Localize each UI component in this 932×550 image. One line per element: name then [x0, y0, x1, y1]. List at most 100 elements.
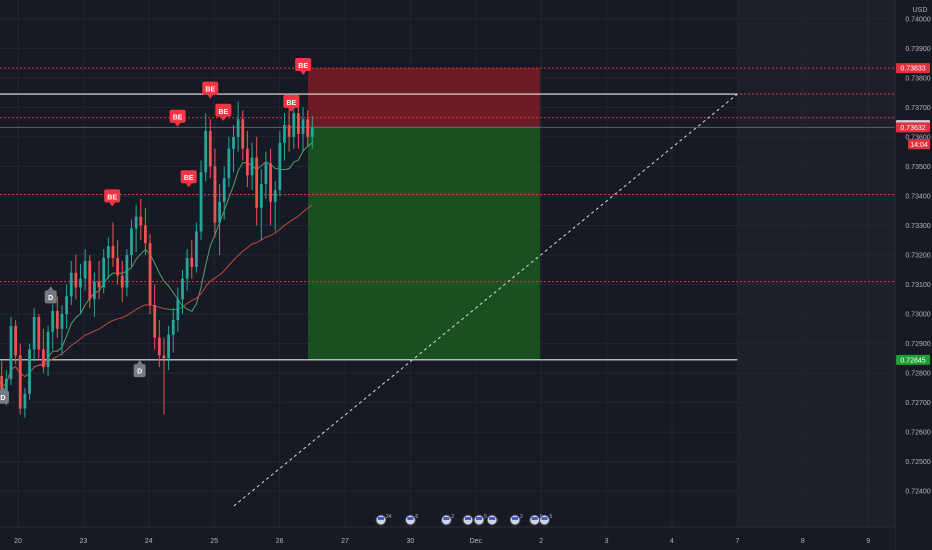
sell-marker: BE — [180, 170, 197, 188]
candle-body — [310, 128, 314, 137]
candle-body — [255, 157, 259, 208]
currency-label: USD — [913, 7, 928, 14]
date-tick-label: 9 — [866, 538, 870, 545]
candle-body — [292, 113, 296, 137]
event-flag-stripe — [407, 517, 414, 520]
price-tag: 0.73833 — [896, 63, 930, 74]
price-tick-label: 0.73800 — [905, 75, 930, 82]
event-flag-stripe — [476, 517, 483, 520]
price-tick-label: 0.72600 — [905, 430, 930, 437]
event-icon: 2 — [509, 514, 523, 526]
buy-marker: D — [44, 286, 57, 304]
event-icon: 6 — [404, 514, 418, 526]
candle-body — [88, 260, 92, 300]
candle-body — [120, 275, 124, 288]
candle-body — [208, 130, 212, 167]
time-axis[interactable]: 20 23 24 25 26 27 30 Dec 2 3 4 7 8 9 — [14, 538, 870, 545]
candle-body — [51, 311, 55, 332]
price-tick-label: 0.73500 — [905, 164, 930, 171]
price-tick-label: 0.73300 — [905, 223, 930, 230]
signal-markers[interactable]: BE BE BE BE BE BE BE D D D — [0, 58, 312, 404]
price-tick-label: 0.72500 — [905, 459, 930, 466]
event-flag-stripe — [531, 517, 538, 520]
price-axis-background[interactable] — [895, 0, 932, 550]
sell-marker: BE — [295, 58, 312, 76]
marker-pointer — [288, 107, 295, 112]
time-axis-background[interactable] — [0, 527, 895, 550]
candle-body — [55, 311, 59, 329]
marker-badge — [133, 364, 146, 378]
candle-body — [250, 157, 254, 176]
marker-label: BE — [173, 115, 183, 122]
candle-body — [213, 166, 217, 223]
marker-pointer — [47, 286, 54, 291]
event-icon: 24 — [375, 514, 392, 526]
marker-badge — [104, 189, 121, 203]
marker-label: D — [48, 295, 53, 302]
candle-body — [297, 113, 300, 134]
price-tick-label: 0.73700 — [905, 105, 930, 112]
economic-events[interactable]: 24625265 — [375, 514, 552, 526]
candle-body — [139, 216, 143, 226]
stop-loss-zone — [308, 68, 540, 128]
marker-badge — [180, 170, 197, 184]
price-tag-label: 0.72845 — [900, 357, 925, 364]
candle-body — [148, 243, 152, 306]
candle-body — [190, 257, 194, 267]
price-axis[interactable]: 0.74000 0.73900 0.73800 0.73700 0.73600 0.735… — [905, 16, 930, 495]
event-flag-stripe — [443, 517, 450, 520]
candle-body — [65, 296, 68, 315]
date-tick-label: 8 — [801, 538, 805, 545]
candle-body — [264, 163, 268, 185]
candle-body — [106, 246, 110, 258]
date-tick-label: 23 — [80, 538, 88, 545]
dashed-trend-line — [233, 93, 738, 507]
marker-label: BE — [184, 175, 194, 182]
marker-pointer — [220, 116, 227, 121]
candle-body — [23, 393, 27, 409]
candle-body — [287, 125, 291, 137]
price-tag-background — [908, 139, 930, 150]
trend-line-group[interactable] — [233, 93, 738, 507]
candle-body — [60, 314, 64, 329]
candle-body — [241, 119, 245, 149]
candle-body — [181, 278, 184, 300]
candle-body — [273, 190, 277, 202]
candle-body — [28, 349, 31, 394]
candle-body — [157, 337, 161, 356]
price-tick-label: 0.73900 — [905, 46, 930, 53]
marker-badge — [202, 81, 219, 95]
price-tick-label: 0.72400 — [905, 489, 930, 496]
date-tick-label: 20 — [14, 538, 22, 545]
sell-marker: BE — [202, 81, 219, 99]
candle-body — [162, 355, 166, 359]
price-tag-label: 0.73632 — [900, 125, 925, 132]
sell-marker: BE — [104, 189, 121, 207]
candle-body — [116, 257, 119, 276]
candle-body — [283, 125, 286, 143]
marker-pointer — [0, 386, 6, 391]
marker-badge — [0, 390, 9, 404]
sell-marker: BE — [169, 109, 186, 127]
marker-pointer — [185, 183, 192, 188]
candle-body — [32, 317, 36, 350]
candle-body — [218, 201, 221, 223]
price-tag-background — [896, 122, 930, 133]
marker-badge — [215, 103, 232, 117]
event-icon: 5 — [473, 514, 487, 526]
candle-body — [125, 255, 129, 288]
candle-body — [301, 119, 305, 134]
marker-pointer — [109, 202, 116, 207]
marker-badge — [44, 290, 57, 304]
candle-body — [74, 272, 78, 288]
candle-body — [111, 246, 115, 258]
candle-body — [259, 184, 263, 208]
candle-body — [176, 299, 180, 320]
future-shade — [737, 0, 895, 527]
buy-marker: D — [133, 360, 146, 378]
marker-label: D — [0, 395, 5, 402]
position-zones[interactable] — [308, 68, 540, 360]
